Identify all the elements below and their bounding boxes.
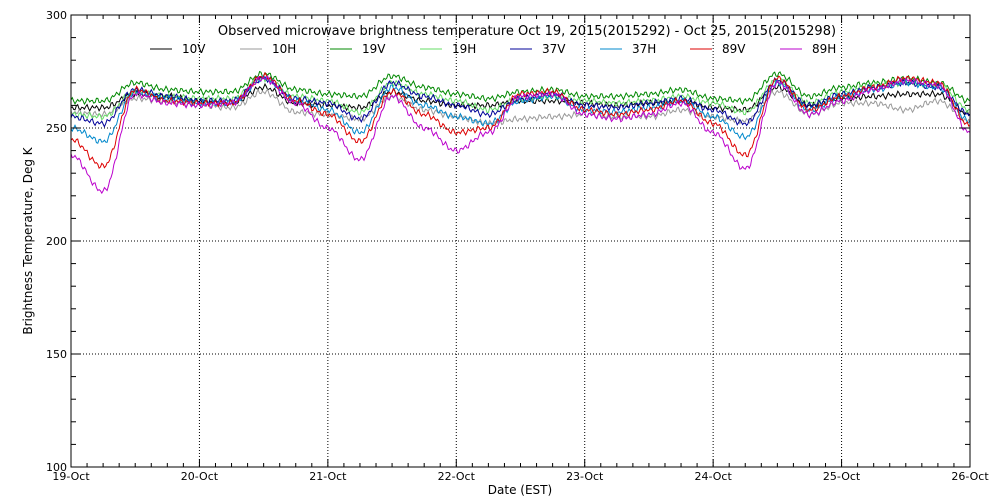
chart-title: Observed microwave brightness temperatur… bbox=[218, 24, 836, 39]
series-lines bbox=[70, 70, 971, 195]
legend-label-10h: 10H bbox=[272, 42, 296, 56]
x-axis: 19-Oct 20-Oct 21-Oct 22-Oct 23-Oct 24-Oct 25-O… bbox=[52, 15, 989, 483]
legend: 10V 10H 19V 19H 37V 37H 89V 89H bbox=[150, 42, 836, 56]
y-tick-label: 150 bbox=[46, 348, 67, 361]
legend-label-37h: 37H bbox=[632, 42, 656, 56]
y-tick-label: 200 bbox=[46, 235, 67, 248]
series-line-37h bbox=[70, 75, 971, 144]
gridlines bbox=[71, 15, 970, 467]
x-tick-label: 21-Oct bbox=[309, 470, 347, 483]
x-tick-label: 19-Oct bbox=[52, 470, 90, 483]
legend-label-89h: 89H bbox=[812, 42, 836, 56]
x-tick-label: 24-Oct bbox=[694, 470, 732, 483]
y-axis: 100 150 200 250 300 bbox=[46, 9, 970, 474]
legend-label-89v: 89V bbox=[722, 42, 746, 56]
x-tick-label: 22-Oct bbox=[438, 470, 476, 483]
legend-label-19v: 19V bbox=[362, 42, 386, 56]
x-axis-title: Date (EST) bbox=[488, 483, 552, 497]
x-tick-label: 20-Oct bbox=[181, 470, 219, 483]
legend-label-37v: 37V bbox=[542, 42, 566, 56]
y-tick-label: 100 bbox=[46, 461, 67, 474]
y-tick-label: 300 bbox=[46, 9, 67, 22]
series-line-89h bbox=[70, 75, 971, 195]
x-tick-label: 26-Oct bbox=[951, 470, 989, 483]
x-tick-label: 23-Oct bbox=[566, 470, 604, 483]
x-tick-label: 25-Oct bbox=[823, 470, 861, 483]
y-axis-title: Brightness Temperature, Deg K bbox=[21, 146, 35, 334]
legend-label-10v: 10V bbox=[182, 42, 206, 56]
y-tick-label: 250 bbox=[46, 122, 67, 135]
legend-label-19h: 19H bbox=[452, 42, 476, 56]
series-line-89v bbox=[70, 71, 971, 170]
plot-frame bbox=[70, 14, 971, 468]
